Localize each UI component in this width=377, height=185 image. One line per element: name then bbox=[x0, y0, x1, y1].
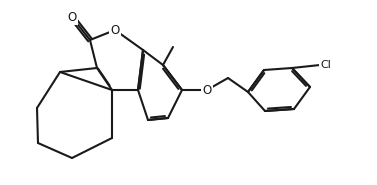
Text: Cl: Cl bbox=[320, 60, 331, 70]
Text: O: O bbox=[202, 83, 211, 97]
Text: O: O bbox=[67, 11, 77, 23]
Text: O: O bbox=[110, 23, 120, 36]
